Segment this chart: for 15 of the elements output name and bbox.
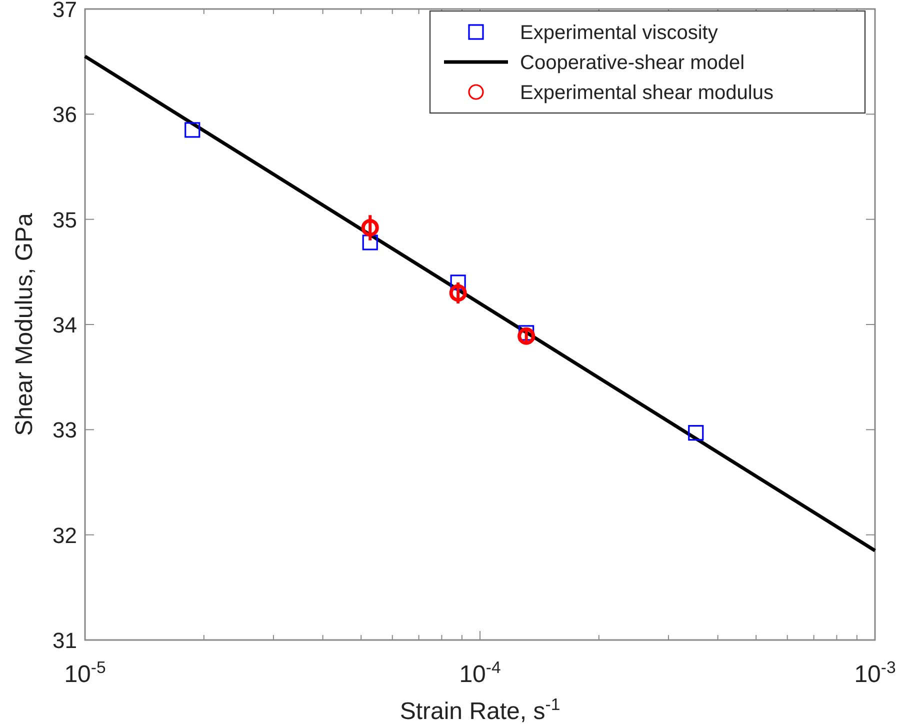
y-axis-title: Shear Modulus, GPa [11,212,38,436]
x-tick-label: 10$^{-3}$ [854,658,896,688]
y-tick-label: 36 [52,102,77,128]
x-tick-label: 10$^{-5}$ [64,658,106,688]
y-tick-label: 33 [52,418,77,443]
legend-label: Experimental viscosity [520,22,718,44]
y-tick-label: 35 [52,207,77,232]
y-tick-label: 37 [52,0,77,22]
legend-label: Cooperative-shear model [520,52,745,74]
legend-label: Experimental shear modulus [520,82,774,104]
y-tick-label: 32 [52,522,77,548]
x-axis-title: Strain Rate, s$^{-1}$ [400,694,560,725]
y-tick-label: 31 [52,628,77,653]
y-tick-label: 34 [52,312,77,338]
x-tick-label: 10$^{-4}$ [459,658,501,688]
